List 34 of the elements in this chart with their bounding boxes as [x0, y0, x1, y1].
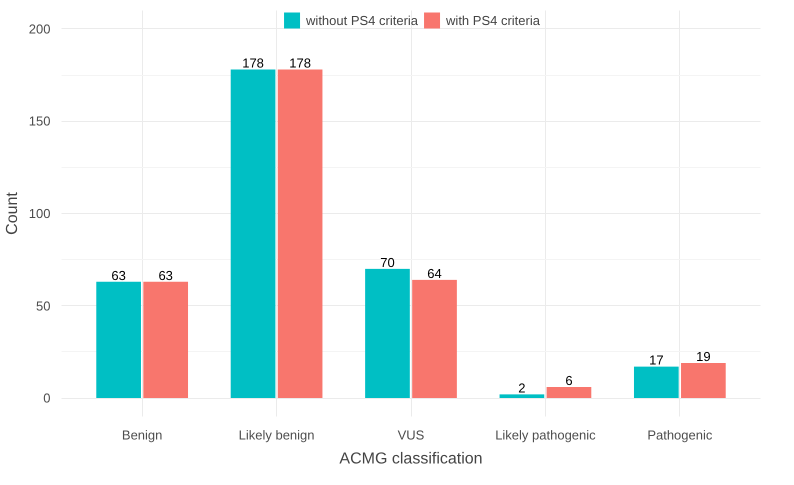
x-tick-label: Likely pathogenic — [495, 428, 596, 442]
x-tick-label: Likely benign — [238, 428, 315, 442]
bar — [143, 282, 188, 398]
x-axis-title: ACMG classification — [339, 450, 483, 468]
y-tick-label: 100 — [28, 206, 51, 221]
data-label: 178 — [242, 56, 264, 71]
y-tick-label: 0 — [43, 390, 51, 406]
bar — [365, 268, 410, 398]
data-label: 19 — [696, 348, 711, 364]
bar — [681, 362, 726, 398]
data-label: 6 — [565, 372, 573, 388]
bar — [230, 70, 276, 398]
x-tick-label: Pathogenic — [647, 428, 713, 442]
bar — [546, 386, 592, 398]
bar — [412, 280, 457, 398]
data-label: 178 — [289, 56, 311, 71]
bar — [278, 70, 322, 398]
bar — [634, 366, 679, 398]
data-label: 2 — [518, 380, 526, 396]
y-tick-label: 200 — [28, 21, 51, 36]
bar — [500, 394, 544, 398]
y-axis-title: Count — [4, 192, 21, 235]
bar — [96, 282, 141, 398]
y-tick-label: 150 — [28, 114, 51, 129]
data-label: 70 — [380, 254, 395, 270]
data-label: 63 — [111, 268, 126, 283]
y-tick-label: 50 — [36, 298, 51, 314]
x-tick-label: Benign — [122, 428, 162, 442]
data-label: 17 — [649, 352, 664, 368]
data-label: 64 — [427, 266, 442, 281]
legend-label: with PS4 criteria — [446, 12, 540, 28]
legend-label: without PS4 criteria — [306, 12, 418, 28]
x-tick-label: VUS — [398, 428, 425, 442]
data-label: 63 — [158, 268, 173, 283]
